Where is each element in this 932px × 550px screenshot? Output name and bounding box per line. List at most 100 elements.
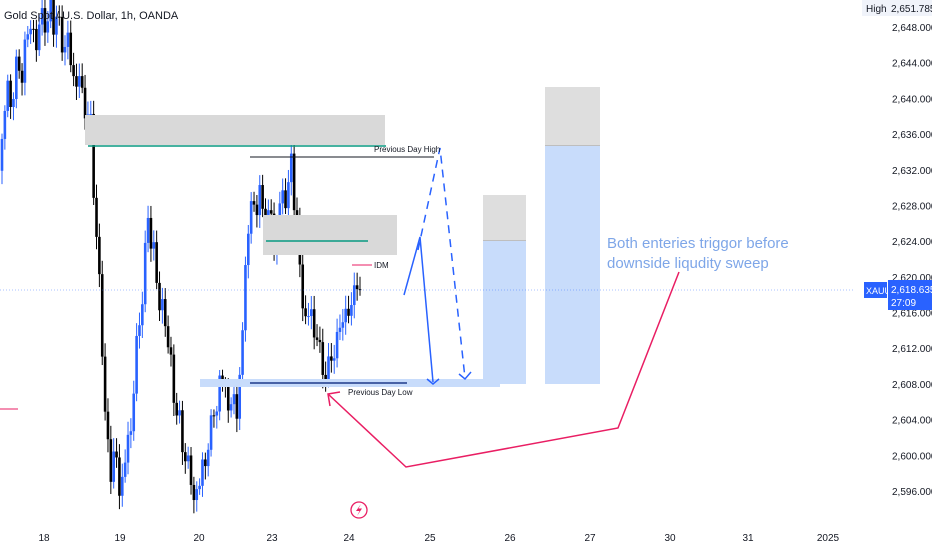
candle-body <box>330 356 333 361</box>
candle-body <box>146 217 150 243</box>
candle-body <box>183 452 187 462</box>
candle-body <box>178 410 181 416</box>
candle-body <box>80 76 84 88</box>
candle-body <box>172 354 176 403</box>
candle-body <box>347 308 350 316</box>
candle-body <box>338 327 342 332</box>
annotation-arrow <box>327 271 680 468</box>
candle-body <box>232 394 236 405</box>
candle-body <box>132 393 136 432</box>
candle-body <box>201 459 204 486</box>
candle-body <box>312 309 316 338</box>
candle-body <box>287 182 290 209</box>
candle-body <box>89 113 93 115</box>
candle-body <box>35 28 38 51</box>
candle-body <box>327 356 330 382</box>
candle-body <box>15 56 18 99</box>
candle-body <box>32 28 35 30</box>
candle-body <box>161 299 164 311</box>
candle-body <box>341 322 345 328</box>
x-tick-label: 25 <box>424 533 436 544</box>
high-badge-label: High <box>866 4 887 15</box>
candle-body <box>324 374 327 382</box>
previous-day-high-label: Previous Day High <box>374 145 440 154</box>
candle-body <box>126 434 130 463</box>
y-tick-label: 2,612.000 <box>892 344 932 355</box>
candle-body <box>9 80 12 108</box>
candle-body <box>186 455 190 462</box>
candle-body <box>60 16 64 53</box>
candle-body <box>169 347 173 355</box>
candle-body <box>141 304 144 326</box>
candle-body <box>335 331 339 359</box>
candle-body <box>12 98 15 108</box>
supply-zone-middle <box>263 215 397 255</box>
candle-body <box>123 462 127 477</box>
candle-body <box>55 16 58 35</box>
projection-arrow-dashed <box>417 147 466 379</box>
price-axis[interactable]: 2,596.000 2,600.000 2,604.000 2,608.000 2,61… <box>892 23 932 498</box>
candle-body <box>69 32 73 66</box>
candle-body <box>46 21 50 33</box>
candle-body <box>118 457 121 496</box>
candle-body <box>72 65 75 77</box>
candle-body <box>6 80 10 111</box>
candle-body <box>344 308 347 323</box>
candle-body <box>261 185 264 209</box>
candle-body <box>352 285 356 306</box>
x-tick-label: 24 <box>343 533 355 544</box>
position-target-zone-1 <box>483 241 526 384</box>
candle-body <box>292 153 296 211</box>
y-tick-label: 2,600.000 <box>892 451 932 462</box>
candle-body <box>247 233 250 266</box>
y-tick-label: 2,624.000 <box>892 237 932 248</box>
candle-body <box>301 264 305 309</box>
candle-body <box>281 190 284 204</box>
candle-body <box>204 459 207 467</box>
candle-body <box>315 337 319 340</box>
candle-body <box>238 374 242 419</box>
candle-body <box>135 335 138 394</box>
y-tick-label: 2,648.000 <box>892 23 932 34</box>
candle-body <box>83 87 87 119</box>
candle-body <box>310 309 313 317</box>
candle-body <box>304 308 307 317</box>
y-tick-label: 2,640.000 <box>892 94 932 105</box>
candle-body <box>95 197 98 237</box>
y-tick-label: 2,596.000 <box>892 487 932 498</box>
candle-body <box>63 46 67 53</box>
candle-body <box>235 394 239 419</box>
supply-zone-upper <box>85 115 385 145</box>
candle-body <box>37 24 41 51</box>
lightning-icon[interactable] <box>350 501 368 519</box>
candle-body <box>103 356 107 412</box>
y-tick-label: 2,644.000 <box>892 59 932 70</box>
candle-body <box>192 484 196 501</box>
candle-body <box>215 411 219 416</box>
candle-body <box>138 325 141 336</box>
y-tick-label: 2,620.000 <box>892 273 932 284</box>
x-tick-label: 19 <box>114 533 126 544</box>
candle-body <box>112 451 115 482</box>
x-tick-label: 23 <box>266 533 278 544</box>
candle-body <box>249 201 253 234</box>
note-line-1: Both enteries triggor before <box>607 235 789 252</box>
candle-body <box>307 316 310 318</box>
projection-arrowhead-solid <box>426 378 440 385</box>
note-line-2: downside liqudity sweep <box>607 255 769 272</box>
candle-body <box>17 56 21 71</box>
candle-body <box>120 476 124 496</box>
candle-body <box>198 485 201 490</box>
chart-title: Gold Spot / U.S. Dollar, 1h, OANDA <box>4 10 179 22</box>
candle-body <box>23 39 27 83</box>
candle-body <box>20 70 24 83</box>
candle-body <box>57 16 61 18</box>
y-tick-label: 2,616.000 <box>892 309 932 320</box>
candle-body <box>321 342 325 375</box>
time-axis[interactable]: 18 19 20 23 24 25 26 27 30 31 2025 <box>38 533 839 544</box>
candle-body <box>350 305 353 316</box>
candle-body <box>52 0 55 35</box>
candle-body <box>252 201 256 205</box>
x-tick-label: 26 <box>504 533 516 544</box>
